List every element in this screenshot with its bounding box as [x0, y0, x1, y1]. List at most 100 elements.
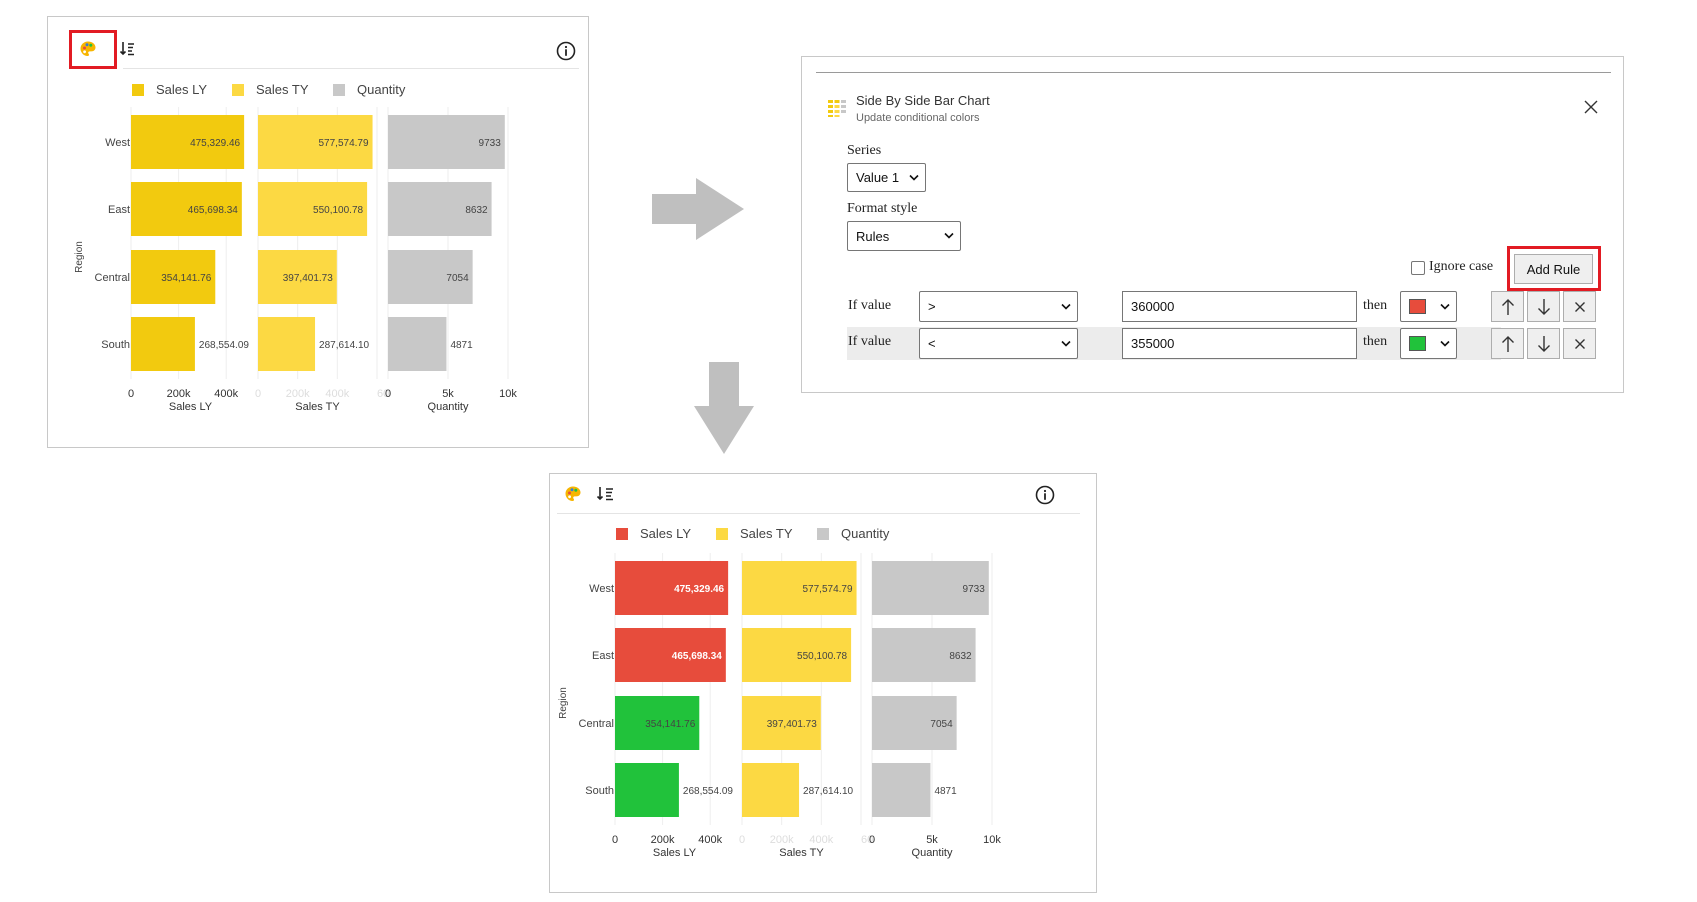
data-label: 268,554.09: [199, 340, 249, 351]
rule-color-select[interactable]: [1400, 328, 1457, 359]
x-axis-title: Sales LY: [169, 401, 213, 413]
category-label: West: [105, 137, 130, 149]
chevron-down-icon: [1061, 303, 1071, 310]
legend-label: Sales TY: [740, 526, 793, 541]
data-label: 577,574.79: [318, 138, 368, 149]
arrow-right-icon: [652, 178, 744, 240]
sort-icon[interactable]: [595, 484, 617, 504]
ignore-case-checkbox[interactable]: [1411, 261, 1425, 275]
bar: [615, 696, 700, 750]
data-label: 465,698.34: [672, 651, 722, 662]
series-select[interactable]: Value 1: [847, 163, 926, 192]
add-rule-button[interactable]: Add Rule: [1514, 254, 1593, 284]
rule-then-label: then: [1363, 334, 1388, 349]
legend-item-quantity[interactable]: Quantity: [817, 526, 889, 541]
bar: [131, 182, 242, 236]
x-axis-title: Quantity: [428, 401, 469, 413]
data-label: 7054: [930, 719, 953, 730]
rule-delete-button[interactable]: [1563, 291, 1596, 322]
rule-move-up-button[interactable]: [1491, 291, 1524, 322]
series-label: Series: [847, 143, 882, 158]
data-label: 577,574.79: [802, 584, 852, 595]
add-rule-highlight: [1507, 246, 1601, 291]
bar: [258, 115, 373, 169]
chevron-down-icon: [1440, 303, 1450, 310]
tick-label: 60: [861, 834, 873, 846]
tick-label: 5k: [926, 834, 938, 846]
category-label: Central: [579, 718, 614, 730]
bar: [872, 561, 989, 615]
legend-label: Quantity: [841, 526, 890, 541]
bar: [388, 250, 473, 304]
bar: [258, 317, 316, 371]
conditional-colors-dialog: Side By Side Bar Chart Update conditiona…: [801, 56, 1624, 393]
category-label: South: [585, 785, 614, 797]
data-label: 475,329.46: [674, 584, 724, 595]
info-icon[interactable]: [555, 40, 577, 62]
bar: [615, 561, 729, 615]
category-label: East: [108, 204, 130, 216]
grid-chart-icon: [826, 97, 848, 119]
data-label: 7054: [446, 273, 469, 284]
legend-swatch: [817, 527, 829, 540]
bar: [131, 115, 245, 169]
bar: [872, 628, 976, 682]
rule-operator-select[interactable]: >: [919, 291, 1078, 322]
format-style-label: Format style: [847, 201, 918, 216]
legend-swatch: [616, 527, 628, 540]
sort-icon[interactable]: [118, 39, 138, 59]
rule-value-input[interactable]: 360000: [1122, 291, 1357, 322]
tick-label: 400k: [325, 388, 349, 400]
tick-label: 60: [377, 388, 389, 400]
rule-operator-select[interactable]: <: [919, 328, 1078, 359]
y-axis-title: Region: [558, 687, 569, 719]
chart-visual-after: Sales LY Sales TY Quantity Region West Eas…: [549, 473, 1097, 893]
x-icon: [1574, 301, 1585, 312]
tick-label: 10k: [499, 388, 517, 400]
rule-move-down-button[interactable]: [1527, 291, 1560, 322]
chevron-down-icon: [1061, 340, 1071, 347]
data-label: 475,329.46: [190, 138, 240, 149]
legend-item-sales-ly[interactable]: Sales LY: [616, 526, 691, 541]
rule-delete-button[interactable]: [1563, 328, 1596, 359]
rule-move-down-button[interactable]: [1527, 328, 1560, 359]
legend-item-sales-ty[interactable]: Sales TY: [716, 526, 793, 541]
info-icon[interactable]: [1034, 484, 1056, 506]
tick-label: 0: [612, 834, 618, 846]
bar: [131, 317, 195, 371]
chevron-down-icon: [909, 174, 919, 181]
category-label: East: [592, 650, 614, 662]
toolbar-divider: [557, 513, 1080, 514]
legend-item-sales-ly[interactable]: Sales LY: [132, 82, 207, 97]
tick-label: 10k: [983, 834, 1001, 846]
bar: [742, 763, 800, 817]
bar: [258, 250, 337, 304]
rule-value-text: 355000: [1131, 336, 1175, 351]
data-label: 354,141.76: [161, 273, 211, 284]
legend-item-quantity[interactable]: Quantity: [333, 82, 405, 97]
palette-icon[interactable]: [78, 39, 98, 59]
format-style-select[interactable]: Rules: [847, 221, 961, 251]
format-style-select-value: Rules: [856, 228, 890, 244]
rule-then-label: then: [1363, 298, 1388, 313]
legend-label: Sales LY: [156, 82, 208, 97]
data-label: 287,614.10: [319, 340, 369, 351]
bar: [742, 696, 821, 750]
palette-icon[interactable]: [563, 484, 583, 504]
rule-move-up-button[interactable]: [1491, 328, 1524, 359]
bar: [258, 182, 368, 236]
x-axis-title: Quantity: [912, 847, 953, 859]
data-label: 287,614.10: [803, 786, 853, 797]
x-icon: [1574, 338, 1585, 349]
arrow-up-icon: [1501, 335, 1514, 352]
data-label: 4871: [450, 340, 473, 351]
tick-label: 200k: [167, 388, 191, 400]
close-icon[interactable]: [1581, 97, 1601, 117]
legend-item-sales-ty[interactable]: Sales TY: [232, 82, 309, 97]
data-label: 268,554.09: [683, 786, 733, 797]
tick-label: 0: [869, 834, 875, 846]
rule-operator-value: >: [928, 299, 936, 314]
rule-value-input[interactable]: 355000: [1122, 328, 1357, 359]
bar: [131, 250, 216, 304]
rule-color-select[interactable]: [1400, 291, 1457, 322]
